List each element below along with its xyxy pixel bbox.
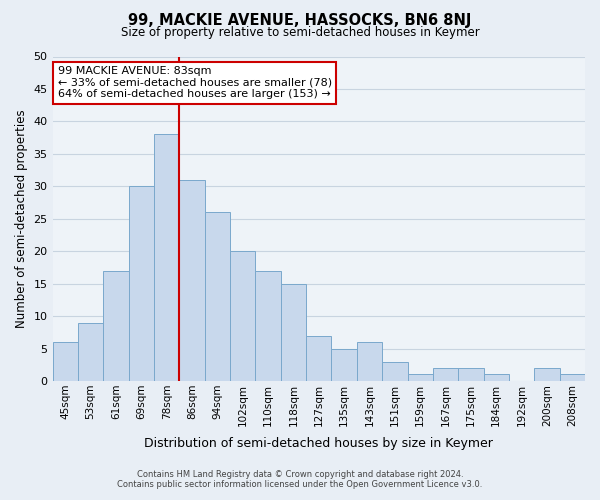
Bar [230,251,256,381]
Bar [357,342,382,381]
Bar [103,270,128,381]
Bar [256,270,281,381]
Bar [534,368,560,381]
Bar [179,180,205,381]
Bar [78,322,103,381]
Text: Contains HM Land Registry data © Crown copyright and database right 2024.
Contai: Contains HM Land Registry data © Crown c… [118,470,482,489]
Bar [484,374,509,381]
Bar [128,186,154,381]
Bar [154,134,179,381]
Bar [433,368,458,381]
Bar [331,348,357,381]
Text: 99, MACKIE AVENUE, HASSOCKS, BN6 8NJ: 99, MACKIE AVENUE, HASSOCKS, BN6 8NJ [128,12,472,28]
Text: Size of property relative to semi-detached houses in Keymer: Size of property relative to semi-detach… [121,26,479,39]
Bar [53,342,78,381]
Bar [382,362,407,381]
Text: 99 MACKIE AVENUE: 83sqm
← 33% of semi-detached houses are smaller (78)
64% of se: 99 MACKIE AVENUE: 83sqm ← 33% of semi-de… [58,66,332,100]
Bar [458,368,484,381]
Bar [306,336,331,381]
Y-axis label: Number of semi-detached properties: Number of semi-detached properties [15,110,28,328]
Bar [407,374,433,381]
Bar [560,374,585,381]
Bar [205,212,230,381]
X-axis label: Distribution of semi-detached houses by size in Keymer: Distribution of semi-detached houses by … [145,437,493,450]
Bar [281,284,306,381]
